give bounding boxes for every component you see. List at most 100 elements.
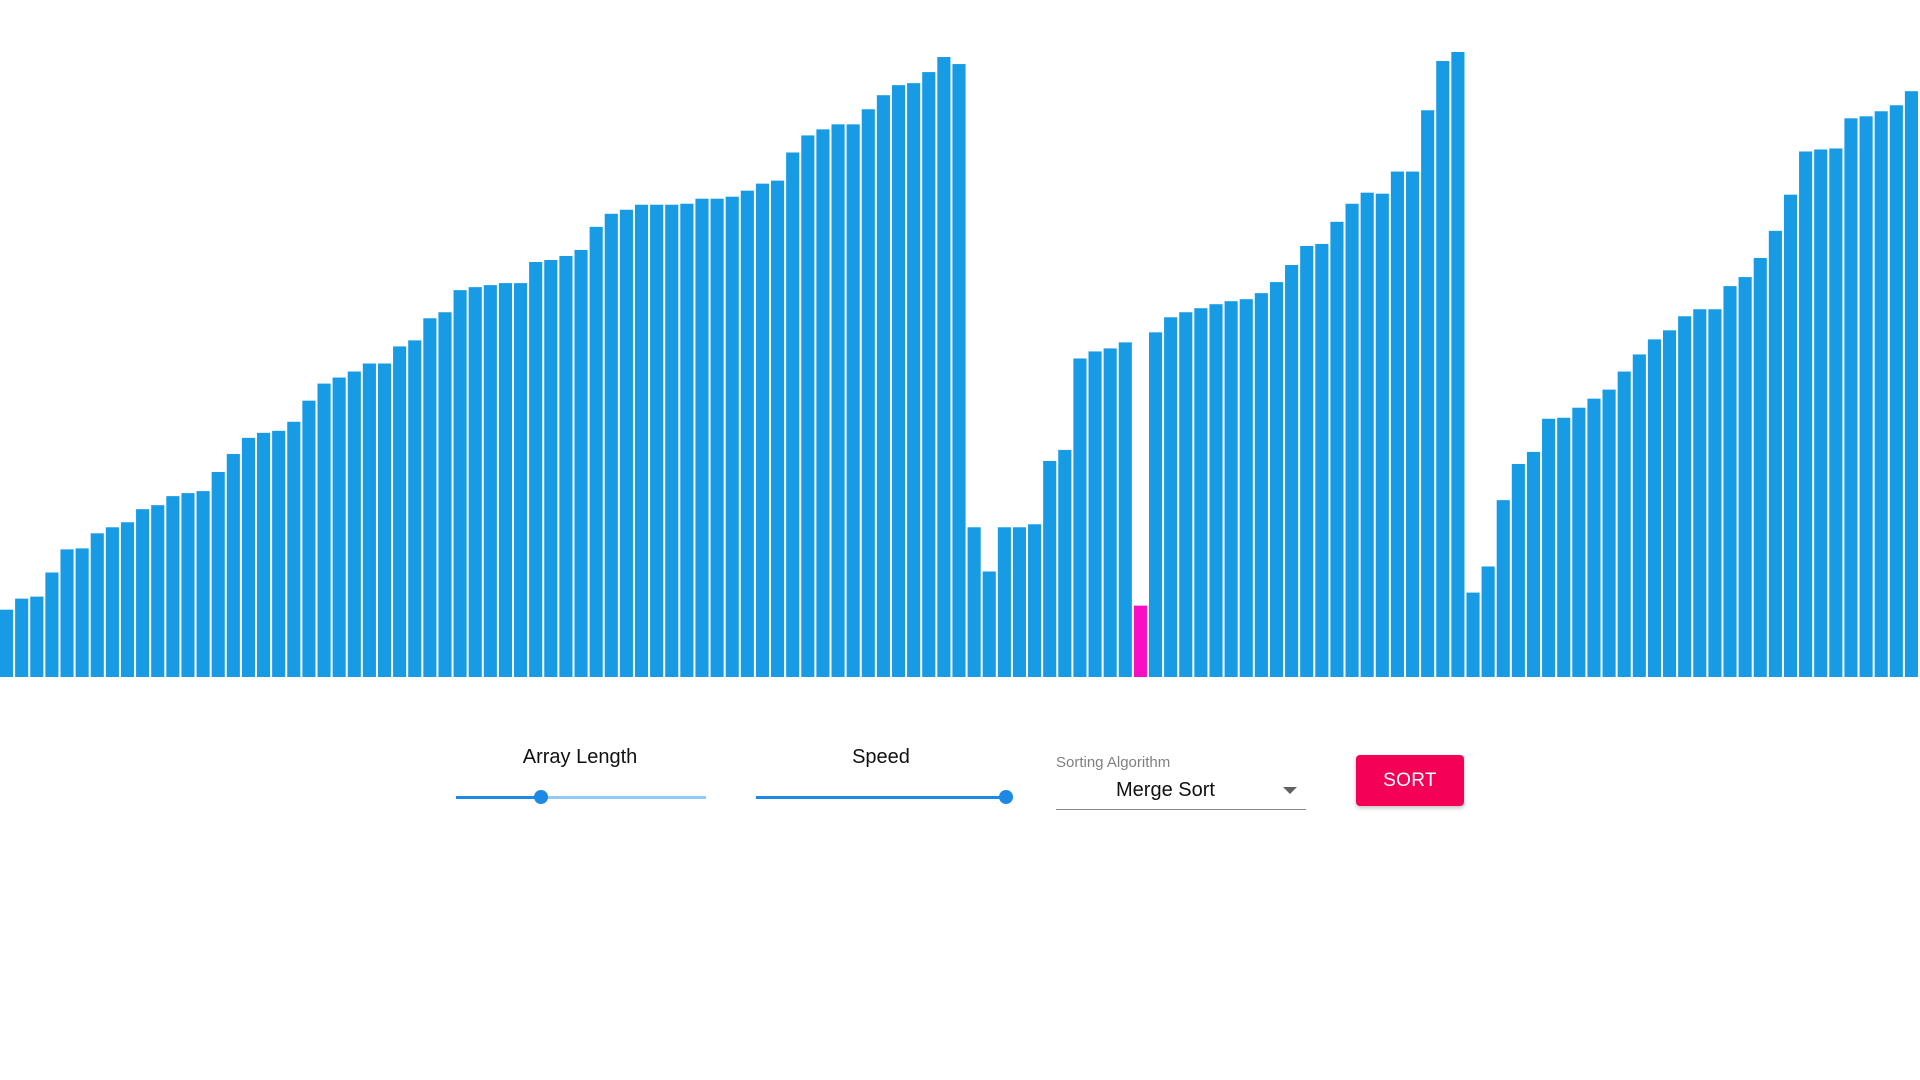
bar xyxy=(1602,389,1616,677)
bar xyxy=(1526,451,1541,677)
bar xyxy=(1889,105,1903,677)
bar xyxy=(211,472,225,677)
bar xyxy=(1194,308,1208,677)
bar xyxy=(0,609,14,677)
bar xyxy=(922,72,936,678)
bar xyxy=(1300,245,1314,677)
bar xyxy=(1481,566,1495,677)
bar xyxy=(438,312,452,677)
bar xyxy=(1330,221,1344,677)
bar xyxy=(166,496,180,677)
bar xyxy=(1285,265,1299,677)
bar xyxy=(1118,342,1132,677)
bar xyxy=(740,190,754,678)
bar xyxy=(891,85,906,677)
bar xyxy=(1269,282,1284,677)
bar xyxy=(1254,293,1268,677)
bar xyxy=(695,198,709,677)
bar xyxy=(574,249,588,677)
bar xyxy=(1390,171,1404,677)
bar xyxy=(196,491,210,677)
array-length-label: Array Length xyxy=(522,746,638,768)
bar xyxy=(1421,110,1435,677)
bar xyxy=(1148,332,1163,677)
bar xyxy=(514,283,528,677)
bar xyxy=(241,437,256,677)
bar xyxy=(1783,194,1798,677)
bar xyxy=(529,262,543,677)
bar xyxy=(347,371,361,677)
bar xyxy=(604,213,618,677)
bar xyxy=(619,209,633,677)
bar xyxy=(1814,149,1828,678)
bar xyxy=(861,109,875,677)
bar xyxy=(393,346,407,677)
bar xyxy=(846,124,860,678)
speed-slider-fill xyxy=(756,796,1006,799)
select-caption: Sorting Algorithm xyxy=(1056,754,1171,771)
bar xyxy=(1874,111,1888,677)
bar xyxy=(1708,309,1722,677)
bar xyxy=(801,135,815,677)
bar-chart xyxy=(0,52,1918,678)
bar xyxy=(665,204,679,678)
bar xyxy=(317,383,331,677)
bar xyxy=(1073,358,1087,677)
bar xyxy=(982,571,996,677)
bar-highlighted xyxy=(1133,605,1147,677)
bar xyxy=(272,430,286,677)
bar xyxy=(453,290,467,677)
bar xyxy=(1632,354,1646,677)
bar xyxy=(1496,500,1510,677)
bar xyxy=(498,283,513,677)
bar xyxy=(423,318,437,677)
bar xyxy=(1511,463,1525,677)
bar xyxy=(1829,148,1843,677)
bar xyxy=(257,432,271,677)
bar xyxy=(1028,524,1042,677)
bar xyxy=(876,95,890,677)
bar xyxy=(332,377,346,677)
bar xyxy=(136,509,150,677)
bar xyxy=(1617,371,1631,677)
bar xyxy=(1542,418,1556,677)
bar xyxy=(634,204,649,678)
array-length-slider[interactable] xyxy=(456,790,706,804)
bar xyxy=(1451,52,1465,677)
bar xyxy=(937,57,951,677)
select-value[interactable]: Merge Sort xyxy=(1116,779,1215,801)
bar xyxy=(544,260,558,677)
sort-button[interactable]: SORT xyxy=(1356,755,1464,806)
bar xyxy=(1557,417,1571,677)
bar xyxy=(287,421,301,677)
bar xyxy=(181,493,195,677)
bar xyxy=(1164,317,1178,677)
bar xyxy=(1738,277,1752,677)
select-underline xyxy=(1056,809,1306,810)
bar xyxy=(1209,304,1223,677)
speed-slider-thumb[interactable] xyxy=(999,790,1013,804)
bar xyxy=(1768,230,1782,678)
bar xyxy=(30,596,44,677)
bar xyxy=(1647,339,1661,677)
bar xyxy=(483,285,497,677)
bar xyxy=(1466,592,1480,677)
bar xyxy=(997,527,1011,677)
speed-slider[interactable] xyxy=(756,790,1013,804)
dropdown-arrow-icon[interactable] xyxy=(1283,787,1297,794)
bar xyxy=(1436,61,1450,678)
bar xyxy=(831,124,845,678)
array-length-slider-thumb[interactable] xyxy=(534,790,548,804)
bar xyxy=(1375,193,1389,677)
bar xyxy=(952,64,966,677)
bar xyxy=(1012,527,1027,677)
bar xyxy=(1224,301,1238,677)
bar xyxy=(589,226,603,677)
bar xyxy=(105,527,119,677)
bar xyxy=(226,453,240,677)
bar xyxy=(90,533,104,677)
bar xyxy=(755,183,770,677)
bar xyxy=(725,196,739,677)
bar xyxy=(650,204,664,678)
bar xyxy=(75,548,89,677)
